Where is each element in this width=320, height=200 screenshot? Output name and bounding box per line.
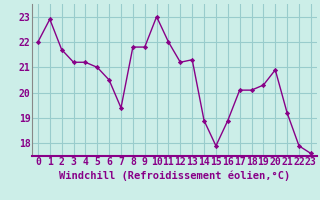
X-axis label: Windchill (Refroidissement éolien,°C): Windchill (Refroidissement éolien,°C) [59, 170, 290, 181]
